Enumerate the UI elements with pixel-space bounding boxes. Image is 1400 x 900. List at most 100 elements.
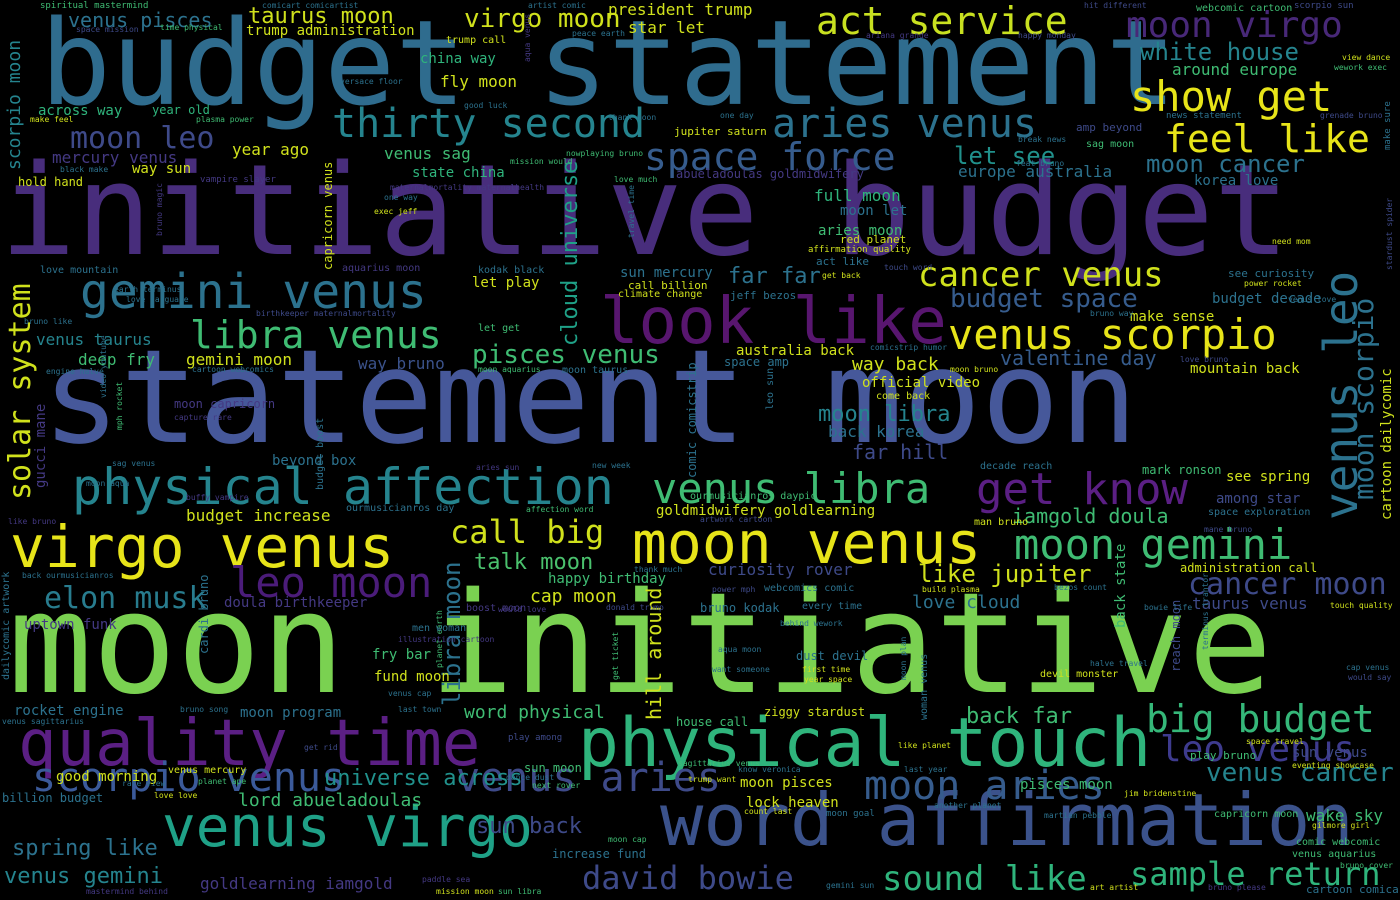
- cloud-word: space amp: [724, 355, 790, 369]
- cloud-word: administration call: [1180, 561, 1318, 575]
- cloud-word: moon pisces: [740, 775, 833, 791]
- cloud-word: comic webcomic: [1296, 837, 1381, 848]
- cloud-word: one day: [720, 111, 754, 120]
- cloud-word: scorpio moon: [4, 39, 25, 170]
- cloud-word: fund moon: [374, 669, 450, 685]
- cloud-word: spiritual mastermind: [40, 1, 149, 11]
- cloud-word: aries sun: [476, 463, 520, 472]
- cloud-word: sun moon: [524, 761, 582, 775]
- cloud-word: rare view: [122, 779, 166, 788]
- cloud-word: budget space: [950, 284, 1138, 314]
- cloud-word: boost moon: [466, 603, 527, 614]
- cloud-word: terminus trantor: [1201, 572, 1210, 650]
- cloud-word: nowplaying bruno: [566, 149, 644, 158]
- cloud-word: climate change: [618, 289, 703, 300]
- cloud-word: moon libra: [818, 402, 951, 427]
- cloud-word: next rover: [532, 781, 581, 790]
- cloud-word: last year: [904, 765, 948, 774]
- cloud-word: moon leo: [70, 121, 215, 156]
- cloud-word: solar system: [3, 283, 38, 500]
- cloud-word: aries venus: [772, 101, 1037, 147]
- cloud-word: new week: [592, 461, 631, 470]
- cloud-word: mastermind behind: [86, 887, 168, 896]
- cloud-word: europe australia: [958, 162, 1113, 181]
- cloud-word: good luck: [464, 101, 508, 110]
- cloud-word: make feel: [30, 115, 74, 124]
- cloud-word: venus pisces: [68, 8, 213, 32]
- cloud-word: sample return: [1130, 855, 1381, 893]
- cloud-word: see spring: [1226, 469, 1311, 485]
- cloud-word: space exploration: [1208, 507, 1311, 518]
- cloud-word: moon program: [240, 705, 342, 721]
- cloud-word: cartoon comicart: [1306, 883, 1400, 896]
- cloud-word: maternalmortality maternalhealth: [390, 183, 545, 192]
- cloud-word: love much: [614, 175, 658, 184]
- cloud-word: quality time: [18, 707, 481, 781]
- cloud-word: jupiter saturn: [674, 125, 767, 138]
- cloud-word: scorpio sun: [1294, 1, 1354, 11]
- cloud-word: trump administration: [246, 23, 415, 39]
- cloud-word: power mph: [712, 585, 756, 594]
- cloud-word: devil monster: [1040, 669, 1119, 680]
- cloud-word: australia back: [736, 343, 855, 359]
- cloud-word: count last: [744, 807, 793, 816]
- cloud-word: moon scorpio: [1347, 297, 1380, 500]
- cloud-word: black make: [60, 165, 109, 174]
- cloud-word: earth terminus: [114, 285, 182, 294]
- cloud-word: would love: [498, 605, 547, 614]
- cloud-word: power rocket: [1244, 279, 1302, 288]
- cloud-word: let play: [472, 275, 540, 291]
- cloud-word: act service: [816, 0, 1068, 43]
- cloud-word: bruno song: [180, 705, 229, 714]
- cloud-word: white house: [1140, 38, 1299, 66]
- cloud-word: show get: [1130, 72, 1333, 121]
- cloud-word: happy monday: [1018, 31, 1076, 40]
- cloud-word: venus mercury: [168, 765, 247, 776]
- cloud-word: way back: [852, 354, 939, 375]
- cloud-word: trump want: [688, 775, 737, 784]
- cloud-word: goldmidwifery goldlearning: [656, 503, 876, 519]
- cloud-word: gilmore girl: [1312, 821, 1370, 830]
- cloud-word: ourmusicianros daypic: [690, 491, 817, 502]
- cloud-word: gemini moon: [186, 350, 292, 369]
- cloud-word: virgo venus: [10, 513, 395, 581]
- cloud-word: jeff bezos: [730, 289, 797, 302]
- cloud-word: goldlearning iamgold: [200, 874, 393, 893]
- cloud-word: beyond box: [272, 453, 357, 469]
- cloud-word: see curiosity: [1228, 267, 1315, 280]
- cloud-word: venus cancer: [1206, 758, 1394, 788]
- cloud-word: time physical: [160, 23, 223, 32]
- cloud-word: physical touch: [578, 704, 1152, 783]
- cloud-word: sun mercury: [620, 265, 713, 281]
- cloud-word: aquarius moon: [342, 263, 421, 274]
- cloud-word: sun back: [476, 814, 582, 839]
- cloud-word: leo sun: [765, 367, 776, 410]
- cloud-word: moon cap: [608, 835, 647, 844]
- cloud-word: donald trump: [606, 603, 664, 612]
- cloud-word: grenade bruno: [1320, 111, 1383, 120]
- cloud-word: planet ape: [198, 777, 247, 786]
- cloud-word: star let: [628, 18, 706, 37]
- cloud-word: big budget: [1146, 697, 1375, 741]
- cloud-word: back far: [966, 704, 1072, 729]
- cloud-word: cartoon dailycomic: [1379, 368, 1395, 520]
- cloud-word: rocket engine: [14, 703, 124, 719]
- cloud-word: news statement: [1166, 111, 1242, 121]
- cloud-word: house call: [676, 715, 749, 729]
- cloud-word: birthkeeper maternalmortality: [256, 309, 396, 318]
- cloud-word: trump call: [446, 35, 507, 46]
- cloud-word: art artist: [1090, 883, 1139, 892]
- cloud-word: venus virgo: [162, 795, 533, 860]
- cloud-word: ariana grande: [866, 31, 929, 40]
- cloud-word: touch word: [884, 263, 933, 272]
- cloud-word: budget decade: [1212, 291, 1322, 307]
- cloud-word: moon goal: [826, 809, 875, 819]
- cloud-word: vampire slayer: [200, 175, 276, 185]
- cloud-word: sound like: [882, 859, 1087, 899]
- cloud-word: venus aries: [456, 755, 721, 801]
- cloud-word: sun venus: [1292, 745, 1368, 761]
- cloud-word: get rid: [304, 743, 338, 752]
- cloud-word: bowie life: [1144, 603, 1193, 612]
- cloud-word: far hill: [852, 440, 949, 464]
- cloud-word: get ticket: [611, 631, 620, 680]
